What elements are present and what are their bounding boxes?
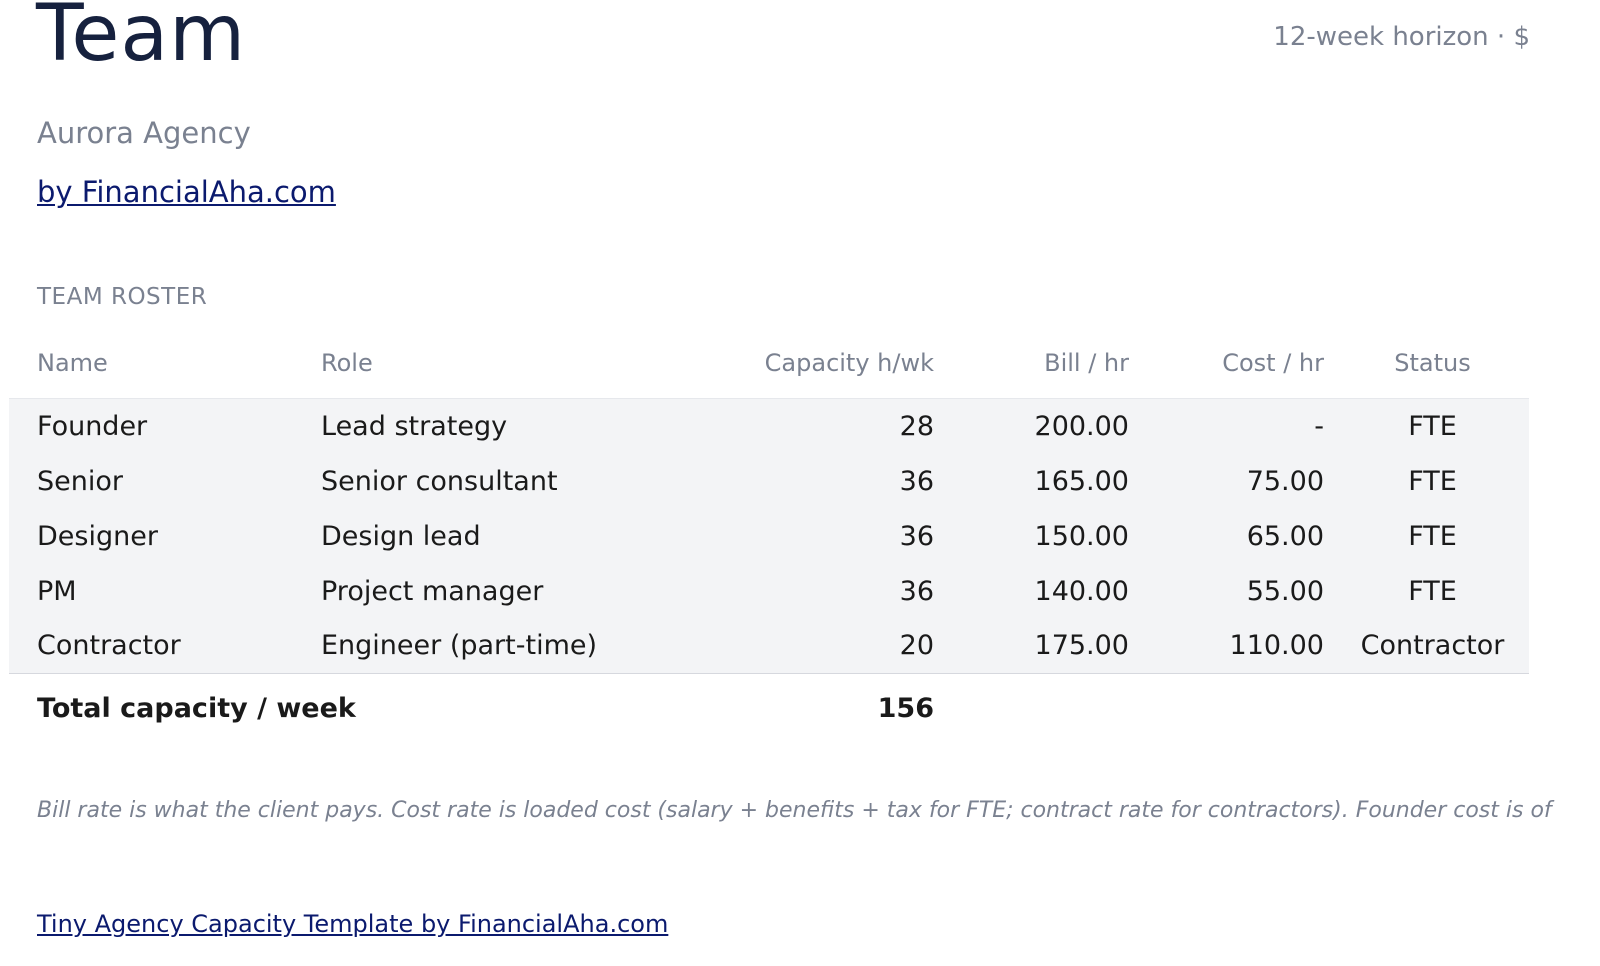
table-row: Senior Senior consultant 36 165.00 75.00… (9, 453, 1529, 509)
empty-cell (1129, 674, 1324, 744)
cell-name: Designer (37, 520, 158, 552)
table-header-row: Name Role Capacity h/wk Bill / hr Cost /… (9, 338, 1529, 399)
cell-cost-rate: - (1129, 398, 1324, 454)
cell-name: Senior (37, 465, 123, 497)
column-header-status: Status (1394, 349, 1471, 377)
page-title: Team (36, 0, 247, 79)
cell-capacity: 20 (651, 618, 934, 674)
cell-capacity: 36 (899, 465, 934, 497)
table-row: PM Project manager 36 140.00 55.00 FTE (9, 563, 1529, 619)
cell-status: FTE (1408, 465, 1457, 497)
table-row: Designer Design lead 36 150.00 65.00 FTE (9, 508, 1529, 564)
column-header-role: Role (321, 349, 373, 377)
cell-bill-rate: 200.00 (934, 398, 1129, 454)
cell-name: PM (37, 575, 77, 607)
cell-status: FTE (1408, 520, 1457, 552)
team-roster-table: Name Role Capacity h/wk Bill / hr Cost /… (9, 338, 1529, 744)
cell-capacity: 36 (899, 575, 934, 607)
column-header-cost-rate: Cost / hr (1222, 349, 1324, 377)
total-capacity-value: 156 (877, 693, 934, 725)
cell-cost-rate: 75.00 (1246, 465, 1324, 497)
cell-bill-rate: 140.00 (1034, 575, 1129, 607)
cell-cost-rate: 65.00 (1246, 520, 1324, 552)
financialaha-link[interactable]: by FinancialAha.com (37, 175, 336, 209)
cell-role: Design lead (321, 520, 481, 552)
template-credit-link[interactable]: Tiny Agency Capacity Template by Financi… (37, 910, 669, 938)
rates-footnote: Bill rate is what the client pays. Cost … (37, 798, 1552, 823)
cell-role: Senior consultant (321, 465, 558, 497)
empty-cell (1324, 674, 1529, 744)
section-heading-team-roster: TEAM ROSTER (37, 284, 208, 310)
empty-cell (934, 674, 1129, 744)
table-row: Founder Lead strategy 28 200.00 - FTE (9, 398, 1529, 454)
cell-name: Founder (9, 398, 321, 454)
column-header-bill-rate: Bill / hr (1044, 349, 1129, 377)
cell-capacity: 36 (899, 520, 934, 552)
cell-role: Project manager (321, 575, 544, 607)
cell-status: Contractor (1324, 618, 1529, 674)
cell-role: Engineer (part-time) (321, 618, 651, 674)
horizon-label: 12-week horizon · $ (1273, 22, 1530, 52)
table-row: Contractor Engineer (part-time) 20 175.0… (9, 618, 1529, 674)
cell-status: FTE (1324, 398, 1529, 454)
column-header-name: Name (37, 349, 108, 377)
cell-cost-rate: 55.00 (1246, 575, 1324, 607)
cell-bill-rate: 150.00 (1034, 520, 1129, 552)
total-row: Total capacity / week 156 (9, 673, 1529, 744)
cell-status: FTE (1408, 575, 1457, 607)
cell-role: Lead strategy (321, 398, 651, 454)
cell-capacity: 28 (651, 398, 934, 454)
cell-name: Contractor (9, 618, 321, 674)
cell-bill-rate: 165.00 (1034, 465, 1129, 497)
agency-name: Aurora Agency (37, 116, 251, 150)
column-header-capacity: Capacity h/wk (764, 349, 934, 377)
cell-cost-rate: 110.00 (1129, 618, 1324, 674)
total-capacity-label: Total capacity / week (37, 693, 356, 725)
cell-bill-rate: 175.00 (934, 618, 1129, 674)
